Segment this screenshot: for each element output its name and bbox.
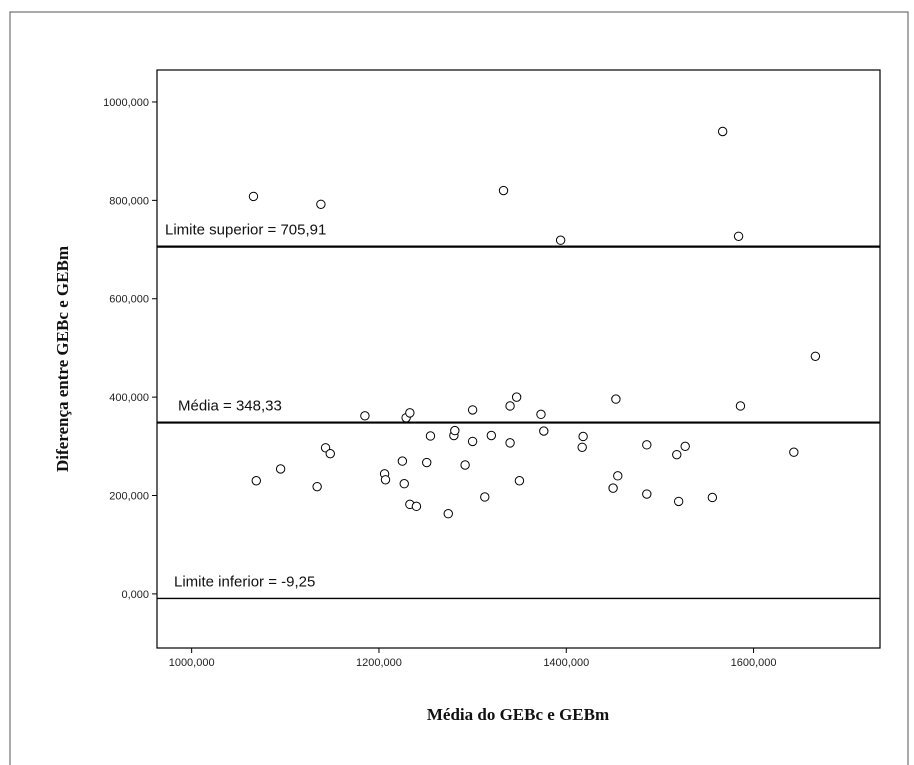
point [717,126,728,137]
point [399,479,409,489]
point [460,460,470,470]
point [480,492,490,502]
y-tick-label: 600,000 [109,294,149,306]
point [360,411,370,421]
point [422,457,432,468]
point [275,464,286,474]
point [411,501,422,512]
point [608,483,618,493]
x-tick-label: 1600,000 [731,657,777,669]
point [405,408,415,418]
y-tick-label: 200,000 [109,491,149,503]
point [810,351,821,361]
point [467,405,478,415]
point [642,440,652,450]
point [733,231,744,241]
point [505,401,515,411]
reference-label: Média = 348,33 [178,398,282,415]
point [397,456,408,466]
y-tick-label: 1000,000 [103,97,149,109]
point [505,438,515,448]
point [248,191,259,202]
point [425,431,436,441]
point [555,235,566,245]
point [642,489,652,499]
point [511,392,522,402]
point [673,496,684,507]
y-tick-label: 0,000 [121,589,149,601]
point [312,481,322,492]
point [578,431,588,442]
point [325,448,335,459]
point [316,199,326,209]
point [498,185,509,196]
y-tick-label: 400,000 [109,392,149,404]
point [514,476,525,486]
point [380,475,391,485]
point [680,441,690,452]
point [536,409,546,420]
point [443,509,453,519]
x-tick-label: 1200,000 [356,657,402,669]
point [539,426,549,436]
point [577,442,587,452]
point [613,471,623,481]
point [707,492,718,503]
point [672,449,682,460]
point [611,394,621,404]
reference-label: Limite superior = 705,91 [165,222,326,239]
point [486,430,497,441]
point [467,436,478,447]
plot-area [156,69,881,649]
reference-label: Limite inferior = -9,25 [174,573,315,590]
y-tick-label: 800,000 [109,195,149,207]
x-tick-label: 1400,000 [543,657,589,669]
point [450,425,460,436]
point [251,476,261,486]
point [789,447,799,457]
y-axis-title: Diferença entre GEBc e GEBm [53,246,72,472]
x-tick-label: 1000,000 [169,657,215,669]
point [735,401,746,411]
x-axis-title: Média do GEBc e GEBm [427,705,609,724]
frame [9,11,909,765]
